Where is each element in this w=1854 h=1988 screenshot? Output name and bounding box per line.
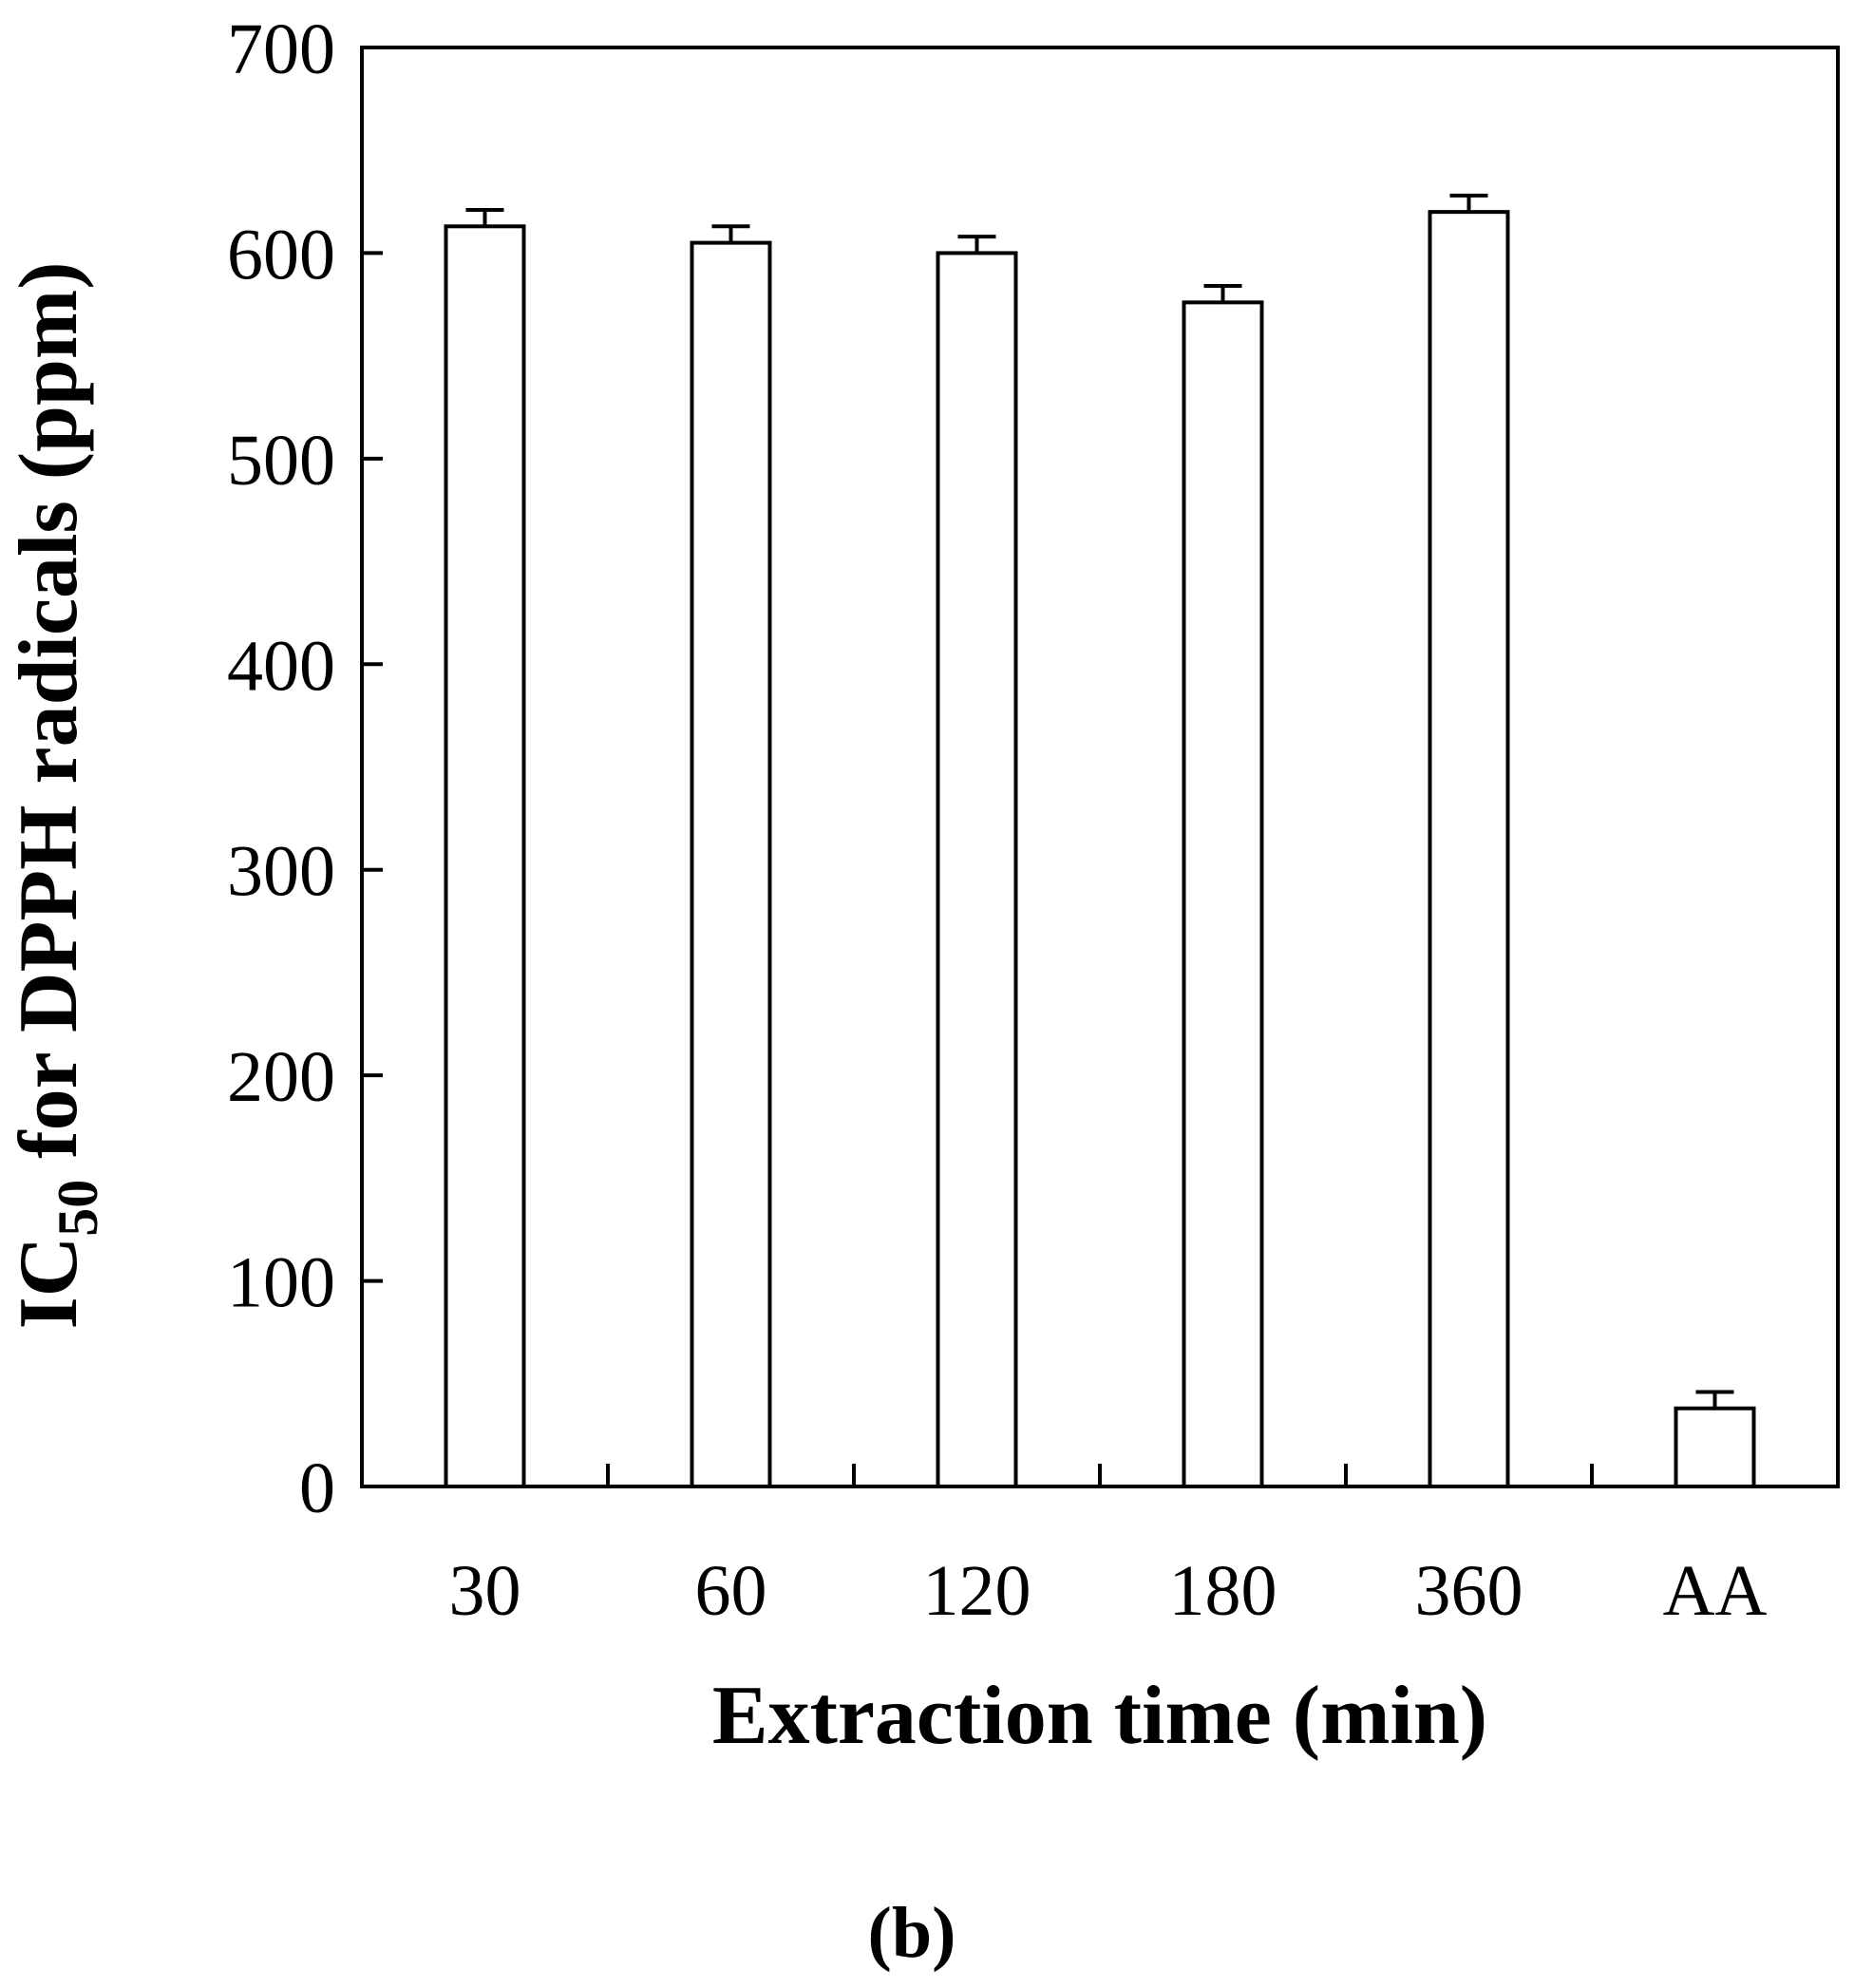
x-tick-label-30: 30 xyxy=(449,1551,521,1631)
x-tick-label-AA: AA xyxy=(1663,1551,1768,1631)
y-axis-title-prefix: IC xyxy=(3,1237,95,1330)
x-tick-label-360: 360 xyxy=(1415,1551,1523,1631)
bar-120 xyxy=(936,251,1018,1488)
y-axis-title: IC50 for DPPH radicals (ppm) xyxy=(3,261,109,1329)
y-axis-ticks xyxy=(362,46,383,1488)
panel-label: (b) xyxy=(868,1893,956,1973)
y-tick-label: 700 xyxy=(227,9,335,89)
y-tick-label: 100 xyxy=(227,1243,335,1323)
bar-60 xyxy=(690,240,772,1488)
y-axis-tick-labels: 0 100 200 300 400 500 600 700 xyxy=(227,9,335,1528)
x-tick-label-180: 180 xyxy=(1169,1551,1277,1631)
y-tick-label: 300 xyxy=(227,832,335,912)
y-tick-label: 200 xyxy=(227,1037,335,1117)
y-tick-label: 400 xyxy=(227,626,335,706)
y-tick-label: 0 xyxy=(299,1448,335,1528)
error-bars xyxy=(465,193,1734,1409)
y-tick-label: 600 xyxy=(227,215,335,294)
bar-30 xyxy=(444,224,526,1489)
bar-180 xyxy=(1182,300,1264,1488)
bars xyxy=(444,210,1756,1489)
bar-360 xyxy=(1428,210,1510,1489)
y-axis-title-suffix: for DPPH radicals (ppm) xyxy=(3,261,95,1179)
x-axis-ticks xyxy=(606,1464,1594,1486)
y-axis-title-subscript: 50 xyxy=(47,1180,109,1237)
x-axis-tick-labels: 30 60 120 180 360 AA xyxy=(449,1551,1768,1631)
y-tick-label: 500 xyxy=(227,421,335,501)
x-axis-title: Extraction time (min) xyxy=(712,1670,1487,1762)
x-tick-label-60: 60 xyxy=(695,1551,767,1631)
plot-area-frame xyxy=(360,46,1840,1488)
bar-AA xyxy=(1674,1406,1756,1489)
x-tick-label-120: 120 xyxy=(923,1551,1031,1631)
